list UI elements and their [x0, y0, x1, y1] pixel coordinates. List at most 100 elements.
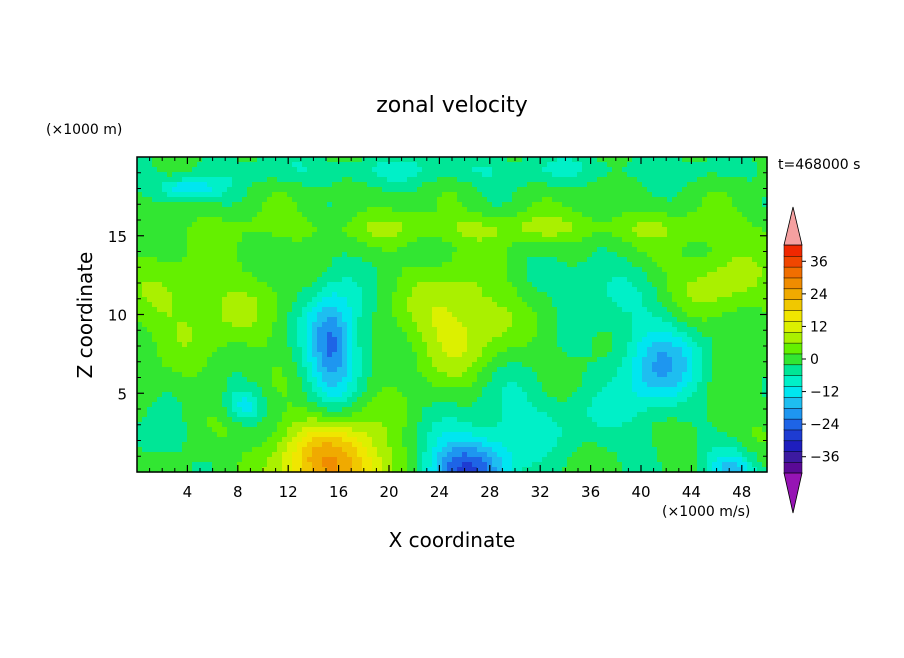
- contour-cell: [252, 237, 258, 243]
- contour-cell: [202, 252, 208, 258]
- contour-cell: [527, 227, 533, 233]
- contour-cell: [597, 292, 603, 298]
- contour-cell: [482, 187, 488, 193]
- contour-cell: [572, 317, 578, 323]
- contour-cell: [327, 277, 333, 283]
- contour-cell: [382, 257, 388, 263]
- contour-cell: [182, 187, 188, 193]
- contour-cell: [487, 337, 493, 343]
- contour-cell: [192, 192, 198, 198]
- contour-cell: [542, 347, 548, 353]
- contour-cell: [642, 192, 648, 198]
- contour-cell: [597, 182, 603, 188]
- contour-cell: [137, 292, 143, 298]
- contour-cell: [672, 327, 678, 333]
- contour-cell: [647, 227, 653, 233]
- contour-cell: [257, 322, 263, 328]
- contour-cell: [517, 167, 523, 173]
- contour-cell: [562, 322, 568, 328]
- contour-cell: [597, 242, 603, 248]
- contour-cell: [497, 197, 503, 203]
- contour-cell: [582, 317, 588, 323]
- contour-cell: [532, 242, 538, 248]
- contour-cell: [642, 312, 648, 318]
- contour-cell: [182, 262, 188, 268]
- contour-cell: [557, 232, 563, 238]
- contour-cell: [652, 177, 658, 183]
- contour-cell: [452, 322, 458, 328]
- contour-cell: [167, 217, 173, 223]
- contour-cell: [222, 197, 228, 203]
- contour-cell: [257, 177, 263, 183]
- contour-cell: [567, 347, 573, 353]
- contour-cell: [232, 217, 238, 223]
- contour-cell: [507, 167, 513, 173]
- contour-cell: [657, 297, 663, 303]
- contour-cell: [737, 162, 743, 168]
- contour-cell: [552, 162, 558, 168]
- contour-cell: [217, 242, 223, 248]
- contour-cell: [457, 282, 463, 288]
- contour-cell: [482, 227, 488, 233]
- contour-cell: [557, 272, 563, 278]
- contour-cell: [487, 322, 493, 328]
- contour-cell: [732, 322, 738, 328]
- contour-cell: [332, 192, 338, 198]
- contour-cell: [157, 312, 163, 318]
- contour-cell: [382, 237, 388, 243]
- contour-cell: [417, 222, 423, 228]
- contour-cell: [307, 262, 313, 268]
- contour-cell: [182, 197, 188, 203]
- contour-cell: [547, 322, 553, 328]
- contour-cell: [202, 197, 208, 203]
- contour-cell: [352, 317, 358, 323]
- contour-cell: [402, 327, 408, 333]
- contour-cell: [382, 202, 388, 208]
- contour-cell: [292, 287, 298, 293]
- contour-cell: [287, 317, 293, 323]
- contour-cell: [492, 227, 498, 233]
- contour-cell: [487, 287, 493, 293]
- contour-cell: [542, 292, 548, 298]
- contour-cell: [567, 297, 573, 303]
- contour-cell: [227, 292, 233, 298]
- contour-cell: [577, 297, 583, 303]
- contour-cell: [502, 202, 508, 208]
- contour-cell: [462, 312, 468, 318]
- contour-cell: [487, 187, 493, 193]
- contour-cell: [347, 227, 353, 233]
- contour-cell: [497, 287, 503, 293]
- contour-cell: [342, 277, 348, 283]
- contour-cell: [267, 242, 273, 248]
- contour-cell: [612, 262, 618, 268]
- contour-cell: [277, 207, 283, 213]
- contour-cell: [747, 212, 753, 218]
- contour-cell: [247, 277, 253, 283]
- contour-cell: [407, 207, 413, 213]
- contour-cell: [712, 172, 718, 178]
- contour-cell: [522, 322, 528, 328]
- contour-cell: [662, 227, 668, 233]
- contour-cell: [162, 342, 168, 348]
- contour-cell: [252, 242, 258, 248]
- contour-cell: [337, 187, 343, 193]
- contour-cell: [452, 287, 458, 293]
- contour-cell: [177, 202, 183, 208]
- contour-cell: [357, 207, 363, 213]
- contour-cell: [322, 262, 328, 268]
- contour-cell: [282, 167, 288, 173]
- contour-cell: [427, 327, 433, 333]
- contour-cell: [437, 272, 443, 278]
- contour-cell: [647, 167, 653, 173]
- contour-cell: [732, 347, 738, 353]
- contour-cell: [752, 162, 758, 168]
- contour-cell: [327, 332, 333, 338]
- contour-cell: [177, 222, 183, 228]
- contour-cell: [532, 192, 538, 198]
- contour-cell: [662, 162, 668, 168]
- contour-cell: [212, 317, 218, 323]
- contour-cell: [257, 207, 263, 213]
- contour-cell: [457, 317, 463, 323]
- contour-cell: [432, 347, 438, 353]
- contour-cell: [157, 192, 163, 198]
